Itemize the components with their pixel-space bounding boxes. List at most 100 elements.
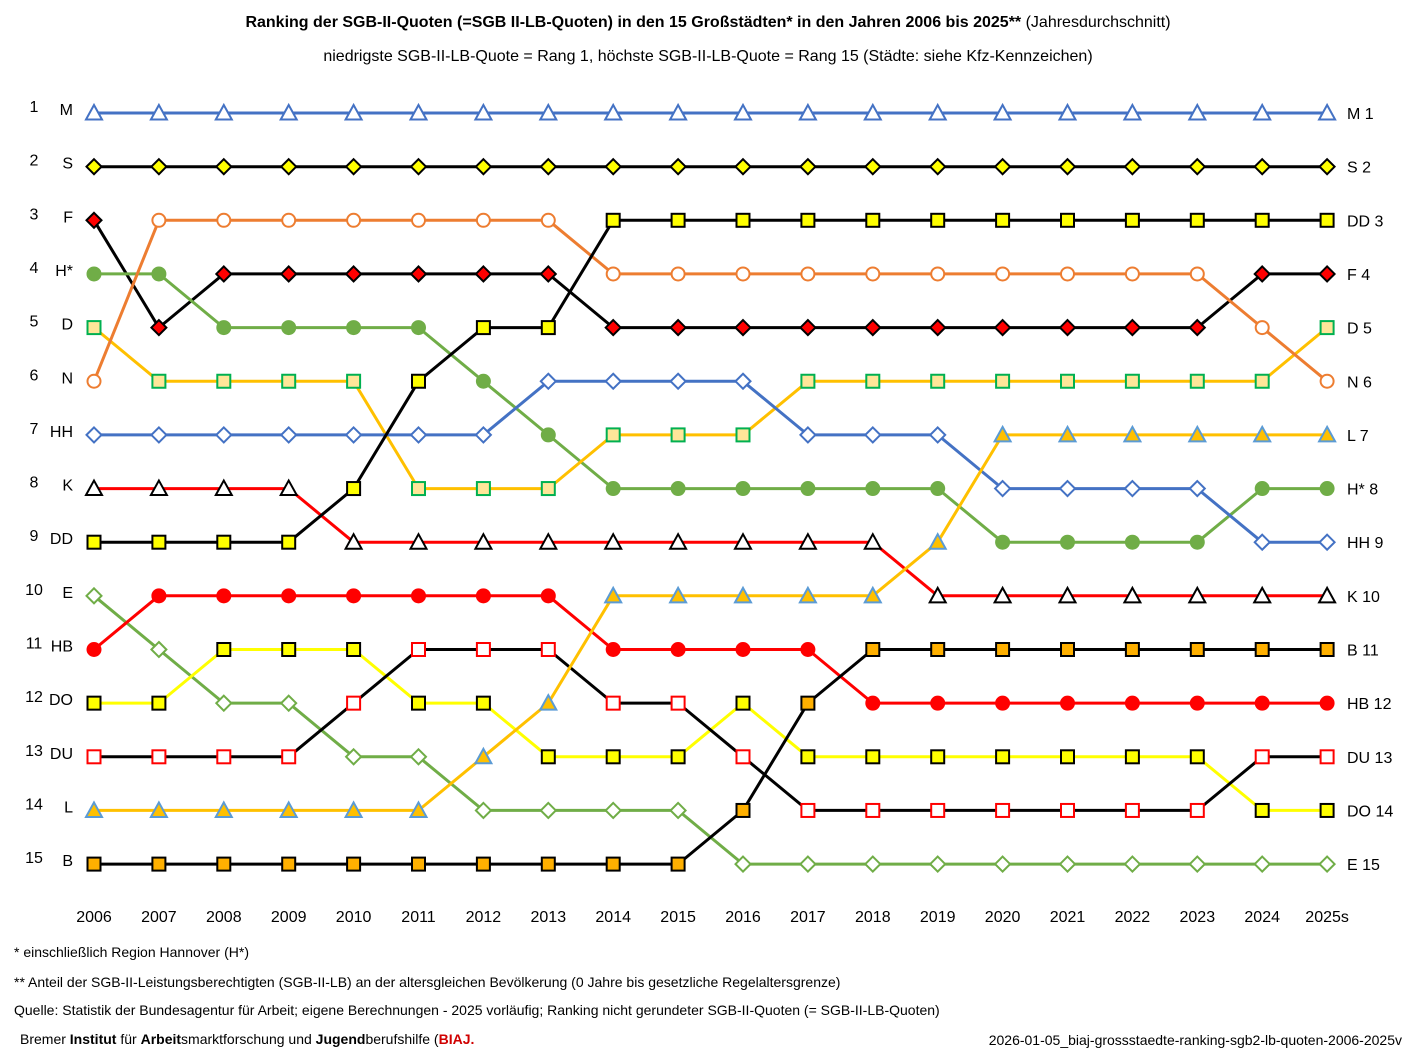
data-point-e-2008 [214, 694, 233, 713]
data-point-n-2012 [475, 212, 491, 228]
data-point-e-2017 [798, 855, 817, 874]
start-city-label: F [63, 209, 73, 226]
data-point-hstar-2011 [411, 320, 426, 336]
data-point-l-2011 [408, 800, 429, 818]
data-point-b-2012 [475, 856, 491, 872]
data-point-d-2023 [1189, 373, 1205, 389]
data-point-e-2019 [928, 855, 947, 874]
data-point-do-2022 [1124, 749, 1140, 765]
data-point-hstar-2012 [475, 373, 491, 389]
x-tick-label: 2006 [76, 909, 112, 926]
data-point-do-2013 [540, 749, 556, 765]
data-point-m-2012 [473, 102, 494, 121]
data-point-m-2022 [1122, 102, 1143, 121]
data-point-hh-2010 [344, 425, 363, 444]
data-point-b-2023 [1189, 642, 1205, 657]
start-city-label: B [62, 853, 73, 870]
data-point-du-2007 [151, 749, 167, 765]
end-city-label: N 6 [1347, 374, 1372, 391]
data-point-dd-2023 [1189, 212, 1205, 228]
end-city-label: DU 13 [1347, 750, 1392, 767]
data-point-dd-2024 [1254, 212, 1270, 228]
data-point-hh-2009 [279, 425, 298, 444]
data-point-n-2014 [605, 266, 621, 282]
data-point-k-2023 [1187, 585, 1207, 604]
data-point-dd-2012 [475, 320, 491, 336]
data-point-m-2014 [603, 102, 623, 121]
data-point-do-2024 [1254, 802, 1270, 818]
data-point-l-2025s [1317, 424, 1337, 443]
data-point-n-2024 [1254, 320, 1270, 336]
data-point-s-2025s [1318, 157, 1337, 176]
data-point-b-2024 [1254, 642, 1270, 657]
data-point-b-2014 [605, 856, 621, 872]
x-tick-label: 2007 [141, 909, 177, 926]
data-point-hh-2024 [1253, 533, 1272, 552]
data-point-f-2025s [1318, 265, 1337, 283]
data-point-l-2012 [473, 746, 494, 765]
data-point-l-2007 [149, 800, 169, 818]
y-rank-label: 3 [30, 206, 39, 223]
y-rank-label: 15 [25, 850, 43, 867]
data-point-s-2010 [344, 157, 363, 176]
data-point-d-2024 [1254, 373, 1270, 389]
data-point-m-2018 [863, 102, 883, 121]
start-city-label: K [62, 478, 73, 495]
y-rank-label: 10 [25, 582, 43, 599]
chart-title: Ranking der SGB-II-Quoten (=SGB II-LB-Qu… [0, 14, 1416, 32]
data-point-d-2012 [475, 481, 491, 497]
series-markers-s [85, 157, 1337, 176]
end-city-label: M 1 [1347, 106, 1374, 123]
y-rank-label: 13 [25, 743, 43, 760]
file-id: 2026-01-05_biaj-grossstaedte-ranking-sgb… [988, 1032, 1402, 1048]
data-point-n-2022 [1124, 266, 1140, 282]
start-city-label: DU [50, 746, 73, 763]
data-point-hstar-2006 [86, 266, 102, 282]
data-point-n-2008 [216, 212, 232, 228]
data-point-f-2008 [214, 265, 233, 283]
end-city-label: HH 9 [1347, 535, 1384, 552]
data-point-b-2010 [346, 856, 362, 872]
data-point-hb-2017 [800, 642, 816, 657]
start-city-label: H* [55, 263, 73, 280]
data-point-s-2022 [1123, 157, 1142, 176]
data-point-m-2013 [538, 102, 558, 121]
data-point-b-2013 [540, 856, 556, 872]
data-point-do-2011 [411, 695, 426, 711]
x-tick-label: 2016 [725, 909, 761, 926]
data-point-hb-2011 [411, 588, 426, 604]
data-point-k-2016 [733, 532, 753, 550]
data-point-du-2015 [670, 695, 686, 711]
data-point-k-2013 [538, 532, 558, 550]
data-point-hb-2008 [216, 588, 232, 604]
data-point-f-2006 [85, 211, 103, 230]
data-point-du-2018 [865, 802, 881, 818]
series-markers-dd [86, 212, 1335, 550]
data-point-e-2023 [1188, 855, 1207, 874]
data-point-dd-2011 [411, 373, 426, 389]
data-point-d-2020 [995, 373, 1011, 389]
end-city-label: L 7 [1347, 428, 1369, 445]
data-point-m-2017 [798, 102, 818, 121]
data-point-k-2024 [1252, 585, 1272, 604]
series-markers-hb [86, 588, 1335, 711]
data-point-do-2009 [281, 642, 297, 657]
data-point-hstar-2016 [735, 481, 751, 497]
data-point-du-2023 [1189, 802, 1205, 818]
data-point-m-2024 [1252, 102, 1272, 121]
series-line-dd [92, 218, 1329, 544]
data-point-do-2019 [930, 749, 946, 765]
data-point-l-2013 [538, 693, 558, 711]
data-point-s-2013 [539, 157, 558, 176]
data-point-d-2015 [670, 427, 686, 443]
x-tick-label: 2020 [985, 909, 1021, 926]
data-point-hstar-2008 [216, 320, 232, 336]
data-point-f-2011 [409, 265, 428, 283]
end-city-label: D 5 [1347, 321, 1372, 338]
data-point-do-2008 [216, 642, 232, 657]
data-point-l-2022 [1122, 424, 1143, 443]
y-rank-label: 7 [30, 421, 39, 438]
data-point-hstar-2017 [800, 481, 816, 497]
data-point-s-2008 [214, 157, 233, 176]
data-point-e-2007 [149, 640, 168, 659]
